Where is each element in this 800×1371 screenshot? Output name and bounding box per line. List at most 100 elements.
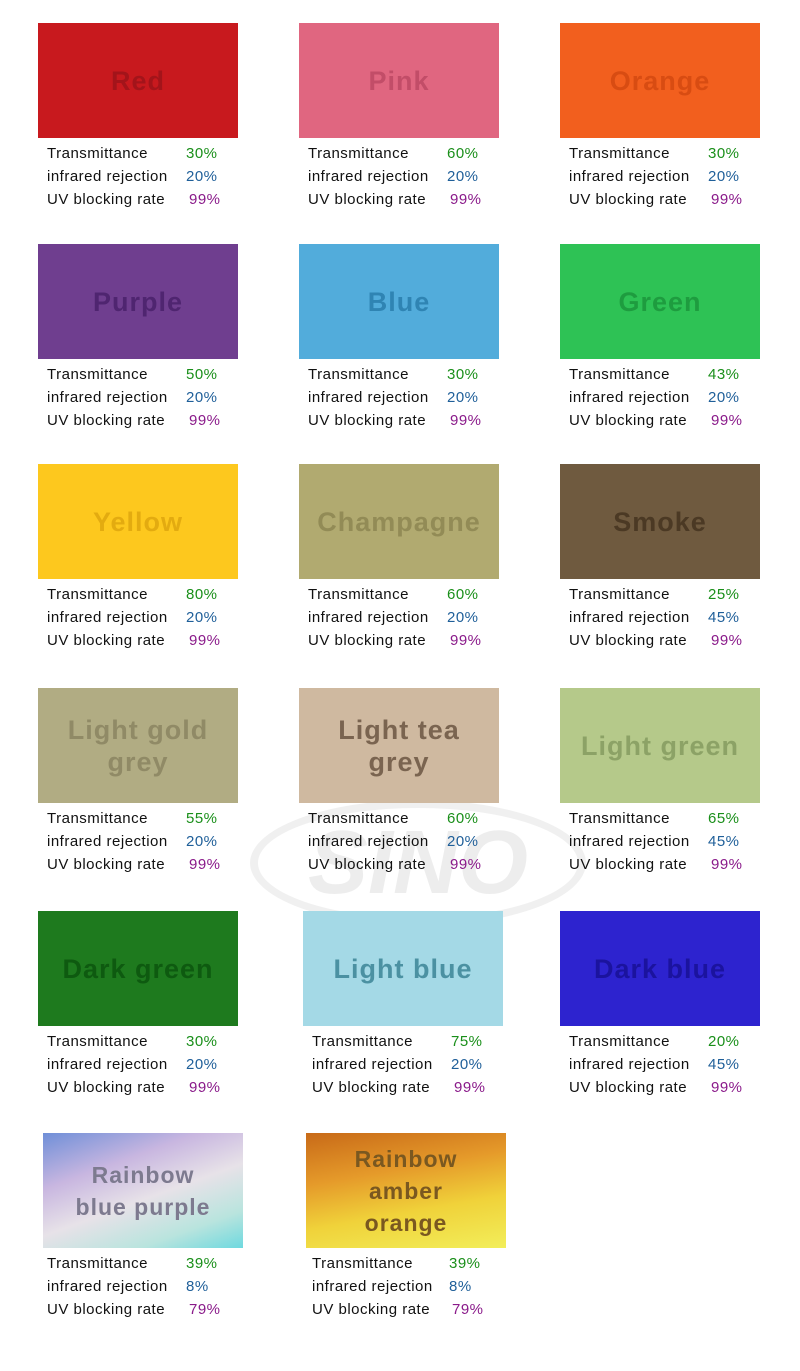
- spec-value: 20%: [186, 1056, 218, 1073]
- spec-value: 99%: [450, 191, 482, 208]
- spec-label: infrared rejection: [308, 389, 429, 406]
- spec-label: UV blocking rate: [569, 191, 688, 208]
- swatch-name: Smoke: [613, 506, 707, 537]
- spec-value: 20%: [447, 833, 479, 850]
- color-swatch: Champagne: [299, 464, 499, 579]
- spec-label: UV blocking rate: [312, 1079, 431, 1096]
- spec-value: 99%: [711, 856, 743, 873]
- spec-label: infrared rejection: [308, 833, 429, 850]
- swatch-name: Light blue: [333, 953, 473, 984]
- spec-value: 50%: [186, 366, 218, 383]
- spec-label: infrared rejection: [569, 1056, 690, 1073]
- spec-label: infrared rejection: [308, 168, 429, 185]
- spec-label: Transmittance: [308, 366, 409, 383]
- swatch-name: Dark blue: [593, 953, 727, 984]
- spec-value: 8%: [186, 1278, 209, 1295]
- spec-label: UV blocking rate: [308, 412, 427, 429]
- spec-value: 20%: [451, 1056, 483, 1073]
- spec-label: infrared rejection: [569, 609, 690, 626]
- swatch-name: Green: [618, 286, 702, 317]
- spec-label: infrared rejection: [569, 168, 690, 185]
- spec-value: 60%: [447, 586, 479, 603]
- swatch-name: Light green: [581, 730, 739, 761]
- spec-label: UV blocking rate: [308, 856, 427, 873]
- swatch-name: Yellow: [92, 506, 184, 537]
- spec-label: Transmittance: [47, 586, 148, 603]
- color-swatch: Dark blue: [560, 911, 760, 1026]
- spec-label: UV blocking rate: [47, 412, 166, 429]
- spec-label: Transmittance: [47, 1033, 148, 1050]
- spec-label: UV blocking rate: [47, 632, 166, 649]
- spec-label: UV blocking rate: [569, 856, 688, 873]
- spec-label: Transmittance: [47, 1255, 148, 1272]
- spec-label: Transmittance: [569, 145, 670, 162]
- spec-value: 45%: [708, 1056, 740, 1073]
- spec-value: 55%: [186, 810, 218, 827]
- spec-label: infrared rejection: [308, 609, 429, 626]
- swatch-name: Rainbow amber orange: [354, 1145, 458, 1236]
- spec-value: 20%: [708, 389, 740, 406]
- spec-value: 45%: [708, 833, 740, 850]
- spec-value: 30%: [186, 1033, 218, 1050]
- spec-label: Transmittance: [308, 810, 409, 827]
- spec-label: Transmittance: [312, 1255, 413, 1272]
- spec-value: 20%: [708, 1033, 740, 1050]
- spec-value: 99%: [711, 191, 743, 208]
- spec-label: infrared rejection: [569, 833, 690, 850]
- spec-value: 20%: [186, 389, 218, 406]
- swatch-name: Pink: [368, 65, 430, 96]
- spec-label: infrared rejection: [47, 1278, 168, 1295]
- spec-label: UV blocking rate: [47, 191, 166, 208]
- spec-value: 43%: [708, 366, 740, 383]
- spec-value: 45%: [708, 609, 740, 626]
- spec-label: Transmittance: [308, 145, 409, 162]
- spec-value: 99%: [189, 191, 221, 208]
- spec-value: 20%: [447, 609, 479, 626]
- spec-label: Transmittance: [569, 810, 670, 827]
- spec-label: Transmittance: [569, 366, 670, 383]
- spec-label: Transmittance: [308, 586, 409, 603]
- spec-label: UV blocking rate: [569, 412, 688, 429]
- spec-label: UV blocking rate: [569, 1079, 688, 1096]
- spec-value: 99%: [711, 1079, 743, 1096]
- spec-label: Transmittance: [569, 1033, 670, 1050]
- color-swatch: Orange: [560, 23, 760, 138]
- spec-value: 25%: [708, 586, 740, 603]
- spec-value: 8%: [449, 1278, 472, 1295]
- spec-label: UV blocking rate: [312, 1301, 431, 1318]
- color-swatch: Pink: [299, 23, 499, 138]
- spec-label: Transmittance: [47, 366, 148, 383]
- spec-label: infrared rejection: [47, 833, 168, 850]
- spec-value: 99%: [189, 1079, 221, 1096]
- color-swatch: Light gold grey: [38, 688, 238, 803]
- spec-value: 75%: [451, 1033, 483, 1050]
- color-swatch: Green: [560, 244, 760, 359]
- spec-value: 20%: [447, 389, 479, 406]
- spec-label: UV blocking rate: [569, 632, 688, 649]
- spec-value: 99%: [450, 632, 482, 649]
- spec-value: 39%: [186, 1255, 218, 1272]
- spec-value: 20%: [447, 168, 479, 185]
- spec-label: Transmittance: [47, 810, 148, 827]
- spec-value: 30%: [708, 145, 740, 162]
- spec-value: 20%: [708, 168, 740, 185]
- spec-value: 99%: [711, 632, 743, 649]
- spec-label: infrared rejection: [569, 389, 690, 406]
- spec-value: 99%: [454, 1079, 486, 1096]
- spec-value: 60%: [447, 145, 479, 162]
- spec-value: 39%: [449, 1255, 481, 1272]
- swatch-name: Light gold grey: [67, 714, 209, 777]
- spec-label: UV blocking rate: [308, 632, 427, 649]
- spec-label: UV blocking rate: [47, 1079, 166, 1096]
- color-swatch: Red: [38, 23, 238, 138]
- spec-value: 80%: [186, 586, 218, 603]
- spec-value: 99%: [711, 412, 743, 429]
- color-swatch: Dark green: [38, 911, 238, 1026]
- spec-label: UV blocking rate: [308, 191, 427, 208]
- swatch-name: Light tea grey: [338, 714, 460, 777]
- swatch-name: Purple: [92, 286, 184, 317]
- color-swatch: Purple: [38, 244, 238, 359]
- swatch-name: Dark green: [62, 953, 214, 984]
- spec-label: infrared rejection: [47, 168, 168, 185]
- swatch-name: Red: [110, 65, 165, 96]
